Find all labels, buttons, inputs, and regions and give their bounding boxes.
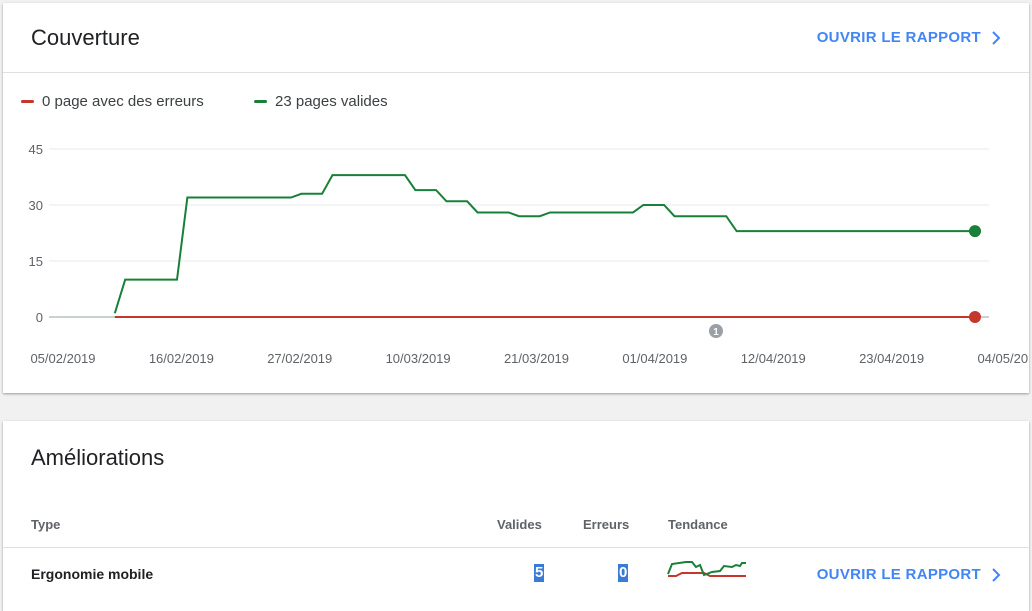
series-line-1 <box>113 174 975 314</box>
x-tick-label: 23/04/2019 <box>859 351 924 366</box>
x-tick-label: 10/03/2019 <box>386 351 451 366</box>
x-tick-label: 04/05/2019 <box>977 351 1029 366</box>
y-tick-label: 15 <box>29 254 43 269</box>
x-tick-label: 27/02/2019 <box>267 351 332 366</box>
coverage-header-divider <box>3 72 1029 73</box>
coverage-chart: 45 30 15 0 05/02/2019 16/02/2019 27/02/2019 10/… <box>29 142 1029 366</box>
series-end-point-1 <box>969 225 981 238</box>
table-header-divider <box>3 547 1029 548</box>
improvements-title: Améliorations <box>31 445 165 470</box>
mobile-usability-open-report-link[interactable]: OUVRIR LE RAPPORT <box>817 566 1001 583</box>
row-type-mobile-usability: Ergonomie mobile <box>31 566 154 582</box>
y-tick-label: 0 <box>36 310 43 325</box>
trend-sparkline <box>667 561 746 577</box>
annotation-badge <box>709 324 723 338</box>
legend-errors-swatch <box>21 100 34 103</box>
sparkline-errors <box>668 572 746 577</box>
column-header-trend: Tendance <box>668 517 728 532</box>
legend-errors-label: 0 page avec des erreurs <box>42 93 204 110</box>
legend-valid-swatch <box>254 100 267 103</box>
sparkline-valid <box>667 561 746 577</box>
y-tick-label: 45 <box>29 142 43 157</box>
legend-valid-label: 23 pages valides <box>275 93 388 110</box>
column-header-type: Type <box>31 517 61 532</box>
x-tick-label: 21/03/2019 <box>504 351 569 366</box>
x-tick-label: 16/02/2019 <box>149 351 214 366</box>
legend-valid[interactable]: 23 pages valides <box>254 93 388 110</box>
row-errors-count: 0 <box>618 564 629 582</box>
series-end-point-0 <box>969 311 981 323</box>
x-tick-label: 12/04/2019 <box>741 351 806 366</box>
chevron-right-icon <box>992 567 1001 582</box>
chevron-right-icon <box>992 30 1001 45</box>
x-tick-label: 05/02/2019 <box>30 351 95 366</box>
improvements-card: Améliorations Type Valides Erreurs Tenda… <box>3 421 1029 611</box>
x-tick-label: 01/04/2019 <box>622 351 687 366</box>
row-valid-count: 5 <box>534 564 545 582</box>
coverage-open-report-link[interactable]: OUVRIR LE RAPPORT <box>817 29 1001 46</box>
annotation-badge-label: 1 <box>713 327 719 338</box>
column-header-valid: Valides <box>497 517 542 532</box>
legend-errors[interactable]: 0 page avec des erreurs <box>21 93 204 110</box>
column-header-errors: Erreurs <box>583 517 630 532</box>
open-report-label: OUVRIR LE RAPPORT <box>816 29 981 46</box>
coverage-card: Couverture OUVRIR LE RAPPORT 0 page avec… <box>3 3 1029 393</box>
y-tick-label: 30 <box>29 198 43 213</box>
coverage-title: Couverture <box>31 25 140 50</box>
open-report-label: OUVRIR LE RAPPORT <box>816 566 981 583</box>
